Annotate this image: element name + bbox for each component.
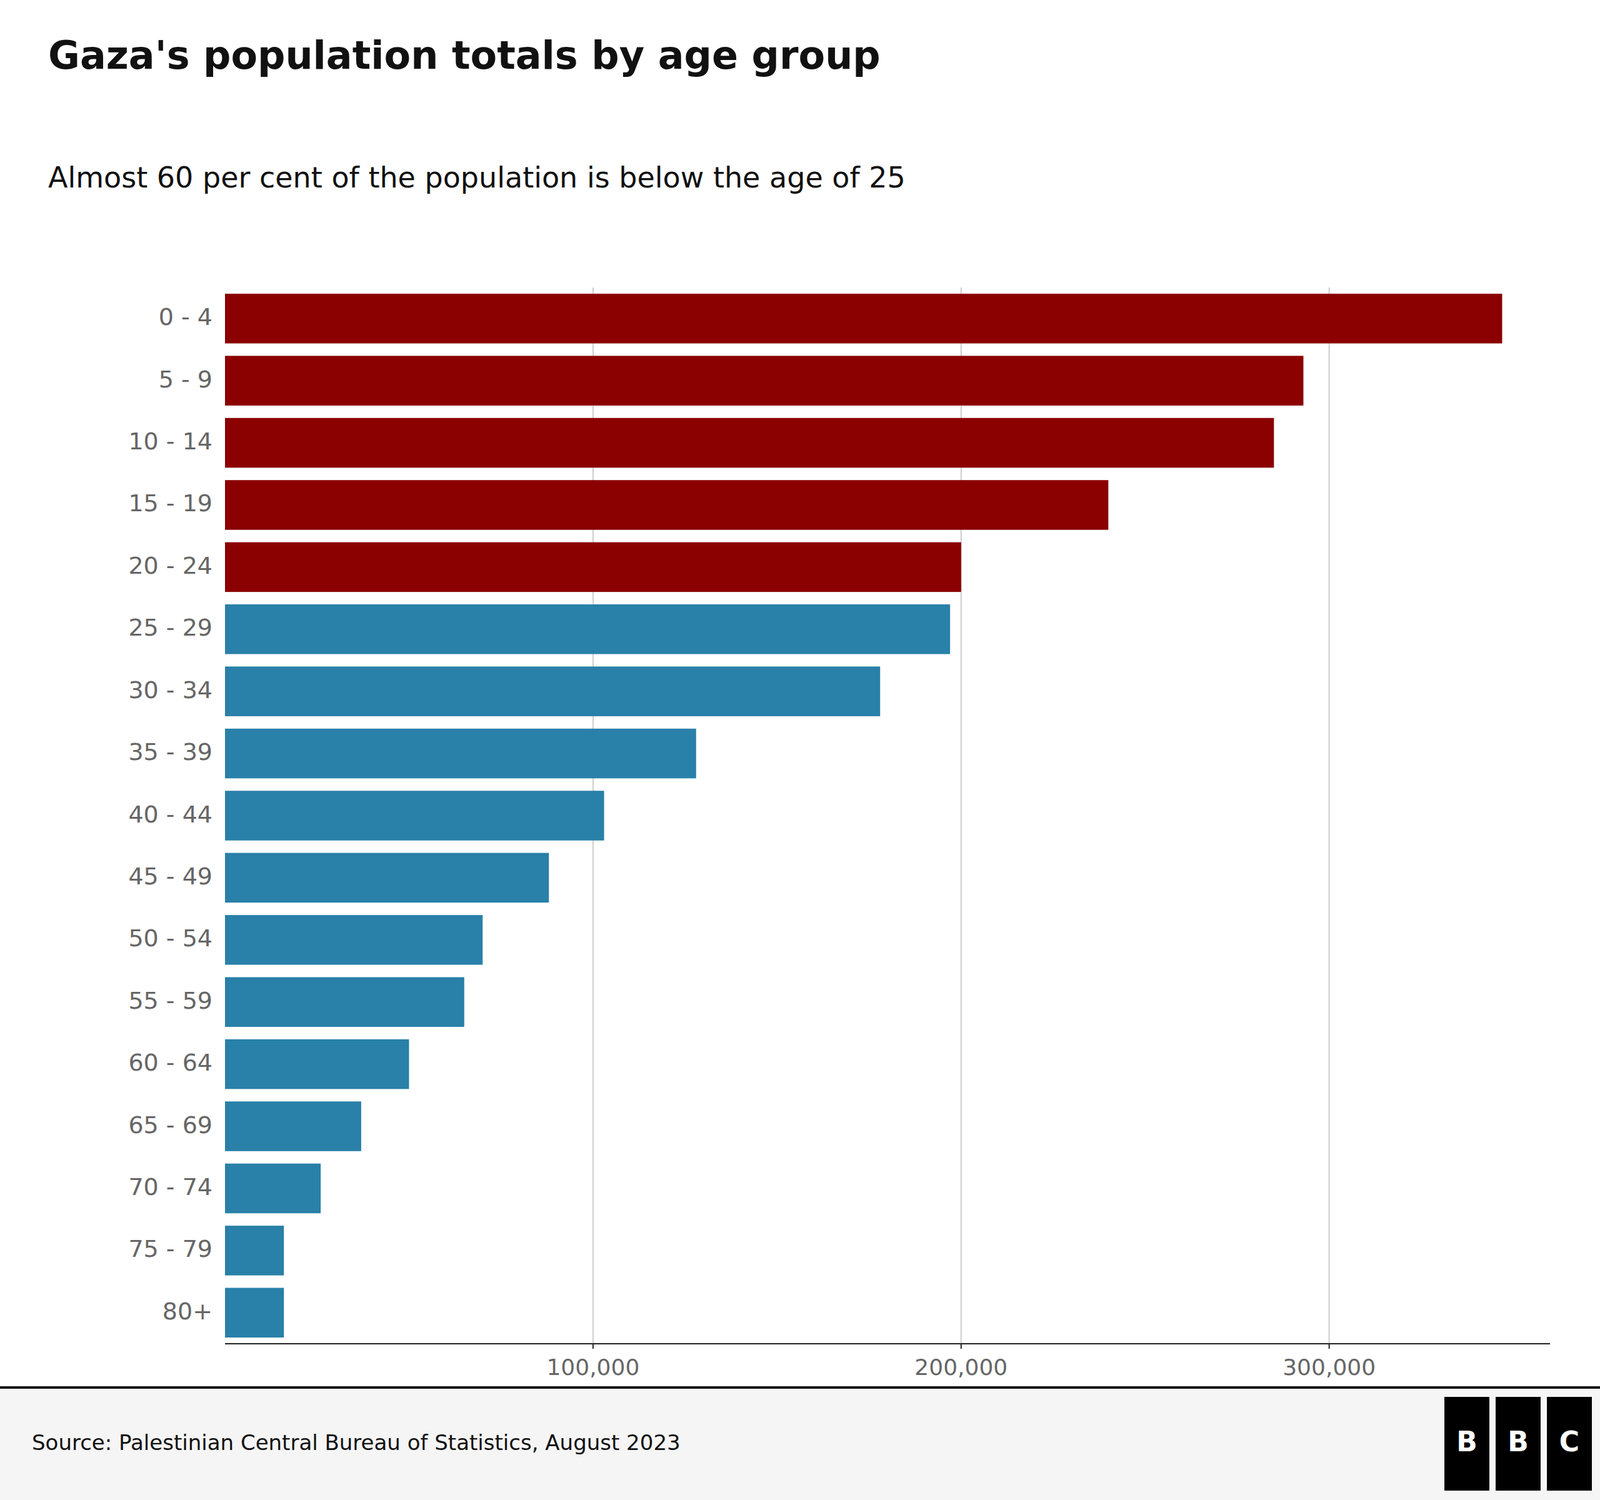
bar (225, 666, 880, 717)
logo-text: BBC (1456, 1425, 1580, 1458)
x-axis: 100,000 200,000 300,000 (225, 1343, 1550, 1380)
category-label: 10 - 14 (128, 427, 213, 455)
category-label: 35 - 39 (128, 738, 213, 766)
bar (225, 355, 1304, 406)
tick-label: 300,000 (1282, 1354, 1376, 1380)
category-label: 15 - 19 (128, 489, 213, 517)
x-axis-line (225, 1343, 1550, 1345)
logo-box (1546, 1396, 1592, 1491)
source: Source: Palestinian Central Bureau of St… (31, 1430, 681, 1455)
bar (225, 1163, 321, 1214)
background (0, 0, 1600, 1500)
bar (225, 293, 1502, 344)
bar (225, 1225, 284, 1276)
logo: BBC (1444, 1396, 1592, 1491)
grid-line (1328, 287, 1330, 1344)
subtitle: Almost 60 per cent of the population is … (48, 160, 906, 195)
tick-mark (1328, 1343, 1330, 1349)
bar (225, 480, 1109, 530)
tick-mark (960, 1343, 962, 1349)
y-axis: 0 - 4 5 - 9 10 - 14 15 - 19 20 - 24 25 - 29 30… (128, 303, 213, 1325)
tick-mark (592, 1343, 594, 1349)
logo-box (1444, 1396, 1490, 1491)
tick-label: 200,000 (914, 1354, 1008, 1380)
bar (225, 790, 605, 841)
category-label: 80+ (162, 1297, 213, 1325)
footer-background (0, 1387, 1600, 1500)
footer-rule (0, 1386, 1600, 1389)
bar (225, 976, 465, 1027)
category-label: 70 - 74 (128, 1173, 213, 1201)
chart-root: Gaza's population totals by age group Alm… (0, 0, 1600, 1500)
category-label: 40 - 44 (128, 800, 213, 829)
category-label: 5 - 9 (158, 365, 213, 394)
bar (225, 853, 549, 904)
bar (225, 1101, 362, 1152)
logo-box (1495, 1396, 1541, 1491)
category-label: 60 - 64 (128, 1048, 213, 1077)
category-label: 65 - 69 (128, 1111, 213, 1139)
bar (225, 915, 483, 965)
category-label: 25 - 29 (128, 613, 213, 642)
bar (225, 542, 962, 593)
bar (225, 728, 697, 779)
bar (225, 1039, 409, 1090)
category-label: 75 - 79 (128, 1235, 213, 1263)
bar (225, 1288, 284, 1339)
bar (225, 604, 950, 655)
category-label: 55 - 59 (128, 986, 213, 1015)
title: Gaza's population totals by age group (48, 32, 881, 79)
category-label: 50 - 54 (128, 924, 213, 952)
category-label: 0 - 4 (158, 303, 213, 331)
bars (225, 293, 1502, 1338)
category-label: 30 - 34 (128, 676, 213, 704)
category-label: 45 - 49 (128, 862, 213, 890)
tick-label: 100,000 (546, 1354, 640, 1380)
category-label: 20 - 24 (128, 551, 213, 580)
bar (225, 418, 1274, 469)
footer: Source: Palestinian Central Bureau of St… (0, 1387, 1600, 1500)
